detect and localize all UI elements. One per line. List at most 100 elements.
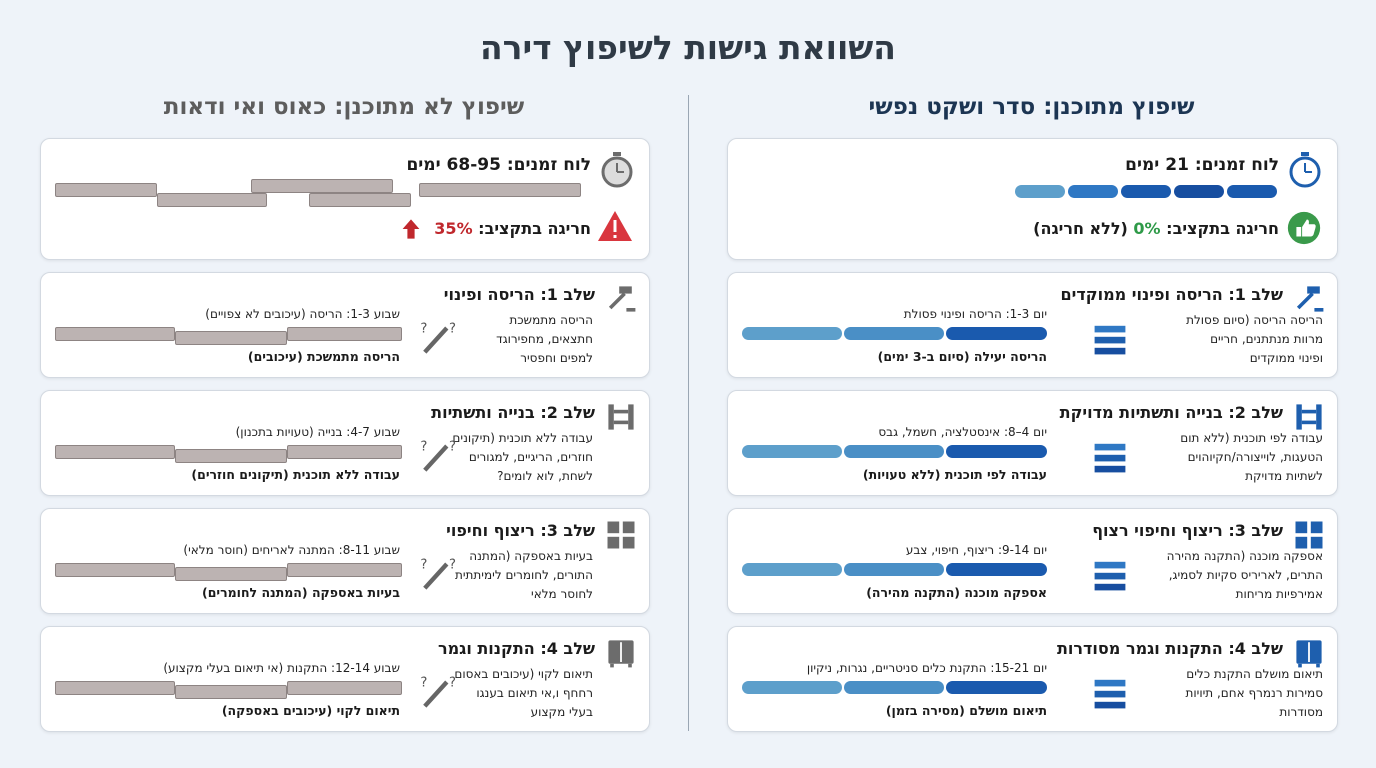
stage-icon-svg <box>608 286 636 312</box>
stage-icon-svg <box>1296 286 1324 312</box>
bar-segment <box>175 331 287 345</box>
timeline-bar <box>55 177 585 207</box>
bar-label: שבוע 8-11: המתנה לאריחים (חוסר מלאי) <box>183 543 400 557</box>
stage-bar <box>55 445 402 463</box>
description-line: עבודה לפי תוכנית (ללא תום <box>1180 431 1323 445</box>
stage-icon-svg <box>608 640 634 668</box>
up-arrow-icon <box>399 215 423 243</box>
description-line: הריסה מתמשכת <box>509 313 593 327</box>
thumb-icon <box>1285 209 1323 247</box>
bar-segment <box>946 445 1047 458</box>
bar-segment <box>175 567 287 581</box>
clock-icon <box>597 149 637 191</box>
bar-label: יום 9-14: ריצוף, חיפוי, צבע <box>905 543 1047 557</box>
bar-segment <box>251 179 393 193</box>
description-line: אמירפיות מריחות <box>1235 587 1323 601</box>
stage-title: שלב 4: התקנות וגמר מסודרות <box>1056 639 1283 658</box>
thumb-icon-svg <box>1287 211 1321 245</box>
stage-card: שלב 2: בנייה ותשתיות מדויקת עבודה לפי תוכ… <box>727 390 1338 496</box>
stage-icon <box>603 517 639 553</box>
budget-row: חריגה בתקציב: 0% (ללא חריגה) <box>1033 219 1279 238</box>
bar-segment <box>742 681 842 694</box>
stage-illustration: ?? <box>416 317 460 361</box>
stage-illustration-svg: ?? <box>420 557 456 590</box>
description-line: רחחף ו,אי תיאום בענגו <box>476 686 593 700</box>
bar-label: שבוע 4-7: בנייה (טעויות בתכנון) <box>235 425 400 439</box>
description-line: התורים, לחומרים לימיתתית <box>454 568 593 582</box>
stage-icon-svg <box>1296 404 1322 430</box>
bar-segment <box>742 445 842 458</box>
stage-title: שלב 3: ריצוף וחיפוי רצוף <box>1092 521 1283 540</box>
stage-icon <box>1291 281 1327 317</box>
stage-illustration-svg <box>1094 561 1126 591</box>
bar-segment <box>55 563 175 577</box>
stage-icon <box>603 281 639 317</box>
bar-segment <box>946 681 1047 694</box>
description-line: התרים, לאריריס סקיות לסמיג, <box>1168 568 1323 582</box>
bar-segment <box>844 681 944 694</box>
bar-segment <box>55 183 157 197</box>
stage-description: תיאום לקוי (עיכובים באסום רחחף ו,אי תיאום… <box>454 665 593 722</box>
stage-bar <box>55 681 402 699</box>
svg-text:?: ? <box>449 439 456 454</box>
description-line: ופינוי ממוקדים <box>1249 351 1323 365</box>
bar-label: יום 15-21: התקנת כלים סניטריים, נגרות, נ… <box>806 661 1047 675</box>
bar-segment <box>946 563 1047 576</box>
bar-segment <box>844 445 944 458</box>
stage-icon-svg <box>1295 521 1323 549</box>
stage-card: שלב 3: ריצוף וחיפוי בעיות באספקה (המתנה הת… <box>40 508 650 614</box>
bar-segment <box>1227 185 1277 198</box>
stage-illustration-svg <box>1094 325 1126 355</box>
stage-description: הריסה מתמשכת חתצאים, מחפירוגד למפים וחפסיר <box>496 311 593 368</box>
stage-description: תיאום מושלם התקנת כלים סמירות רנמרף אחם, … <box>1186 665 1324 722</box>
clock-icon-svg <box>601 152 633 188</box>
bar-segment <box>946 327 1047 340</box>
stage-footer: עבודה לפי תוכנית (ללא טעויות) <box>862 467 1047 482</box>
svg-text:?: ? <box>420 321 427 336</box>
stage-illustration <box>1088 317 1132 361</box>
bar-segment <box>1121 185 1171 198</box>
svg-text:?: ? <box>420 675 427 690</box>
summary-card: לוח זמנים: 68-95 ימים חריגה בתקציב: 35% <box>40 138 650 260</box>
bar-segment <box>175 685 287 699</box>
description-line: תיאום לקוי (עיכובים באסום <box>454 667 593 681</box>
bar-segment <box>55 681 175 695</box>
stage-footer: תיאום מושלם (מסירה בזמן) <box>885 703 1047 718</box>
stage-bar <box>742 445 1047 463</box>
bar-segment <box>287 327 402 341</box>
stage-icon-svg <box>607 521 635 549</box>
stage-description: עבודה ללא תוכנית (תיקונים חוזרים, הריגיים… <box>452 429 593 486</box>
budget-row: חריגה בתקציב: 35% <box>434 219 591 238</box>
description-line: מרוות מנתתנים, חריים <box>1210 332 1323 346</box>
stage-illustration <box>1088 435 1132 479</box>
stage-illustration-svg <box>1094 679 1126 709</box>
description-line: לשחת, לוא לומים? <box>497 469 593 483</box>
stage-footer: הריסה יעילה (סיום ב-3 ימים) <box>877 349 1047 364</box>
bar-segment <box>742 563 842 576</box>
stage-title: שלב 3: ריצוף וחיפוי <box>446 521 595 540</box>
description-line: תיאום מושלם התקנת כלים <box>1186 667 1323 681</box>
description-line: מסודרות <box>1279 705 1323 719</box>
bar-label: שבוע 1-3: הריסה (עיכובים לא צפויים) <box>205 307 400 321</box>
bar-segment <box>742 327 842 340</box>
stage-illustration-svg: ?? <box>420 321 456 354</box>
stage-icon-svg <box>1296 640 1322 668</box>
stage-card: שלב 2: בנייה ותשתיות עבודה ללא תוכנית (תי… <box>40 390 650 496</box>
bar-segment <box>1068 185 1118 198</box>
bar-label: שבוע 12-14: התקנות (אי תיאום בעלי מקצוע) <box>163 661 400 675</box>
up-arrow-icon-svg <box>402 219 420 239</box>
bar-segment <box>287 681 402 695</box>
stage-icon <box>1291 635 1327 671</box>
bar-label: יום 4–8: אינסטלציה, חשמל, גבס <box>878 425 1047 439</box>
stage-description: בעיות באספקה (המתנה התורים, לחומרים לימית… <box>455 547 593 604</box>
description-line: חוזרים, הריגיים, למגורים <box>468 450 593 464</box>
stage-bar <box>55 563 402 581</box>
bar-segment <box>287 563 402 577</box>
description-line: הריסה הריסה (סיום פסולת <box>1186 313 1323 327</box>
stage-title: שלב 2: בנייה ותשתיות מדויקת <box>1059 403 1283 422</box>
stage-card: שלב 3: ריצוף וחיפוי רצוף אספקה מוכנה (התק… <box>727 508 1338 614</box>
bar-segment <box>1015 185 1065 198</box>
timeline-title: לוח זמנים: 68-95 ימים <box>406 155 591 175</box>
stage-illustration-svg: ?? <box>420 675 456 708</box>
budget-note: (ללא חריגה) <box>1033 219 1128 238</box>
